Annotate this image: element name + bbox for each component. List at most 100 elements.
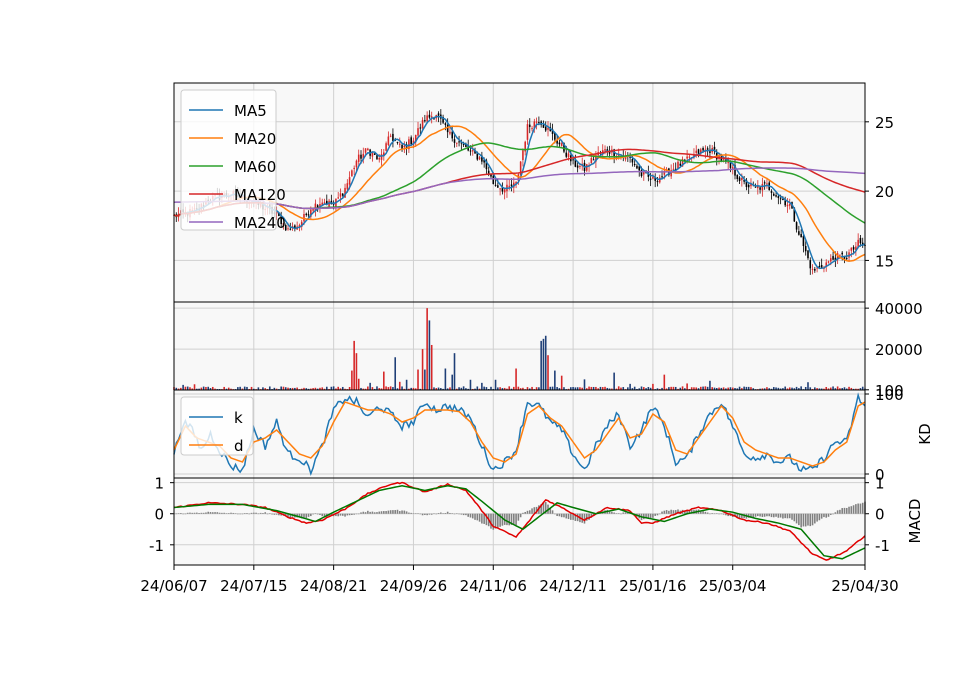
candle-body [811,268,814,270]
volume-bar [268,386,271,390]
candle-body [460,142,463,144]
candle-body [481,155,483,162]
macd-hist-bar [211,512,214,514]
macd-hist-bar [788,513,791,519]
macd-hist-bar [836,510,839,514]
candle-body [376,155,378,160]
macd-hist-bar [410,512,412,514]
candle-body [672,168,675,170]
candle-body [551,129,554,134]
candle-body [800,234,802,238]
macd-hist-bar [713,513,716,515]
macd-panel-frame [173,477,866,566]
volume-bar [257,387,260,390]
volume-bar [182,384,184,390]
macd-hist-bar [198,512,200,514]
y-tick-label-left: 1 [154,475,164,493]
volume-bar [829,387,832,390]
macd-hist-bar [841,508,843,514]
volume-bar [581,387,584,390]
volume-bar [209,388,212,390]
macd-hist-bar [661,511,663,514]
volume-bar [713,387,716,390]
volume-bar [704,386,707,390]
macd-hist-bar [335,513,337,517]
candle-body [859,237,862,244]
candle-body [576,165,579,168]
macd-hist-bar [793,513,796,522]
volume-bar [547,355,549,390]
volume-bar [745,386,748,390]
macd-hist-bar [348,513,351,516]
volume-bar [205,386,207,390]
macd-hist-bar [492,513,495,530]
volume-bar [861,386,864,390]
macd-hist-bar [608,511,611,514]
price-panel: 15 20 25 MA5 MA20 MA60 MA120 MA240 [173,82,894,303]
macd-hist-bar [323,513,326,517]
candle-body [556,140,558,144]
volume-bar [823,388,825,390]
macd-hist-bar [193,512,196,514]
candle-body [804,246,807,252]
macd-hist-bar [337,513,339,517]
candle-body [649,178,652,180]
candle-body [818,265,821,267]
volume-bar [378,388,381,390]
macd-hist-bar [519,513,522,518]
candle-body [421,119,424,129]
macd-hist-bar [223,512,225,514]
candle-body [713,146,716,152]
volume-bar [310,388,312,390]
candle-body [321,202,324,206]
macd-hist-bar [401,510,403,514]
volume-bar [791,387,793,390]
volume-bar [649,387,652,390]
volume-bar [720,387,723,390]
volume-bar [410,387,412,390]
macd-hist-bar [677,509,679,514]
candle-body [642,171,645,175]
volume-bar [807,382,809,390]
macd-hist-bar [816,513,818,522]
macd-hist-bar [861,502,864,514]
y-tick-label: 1 [875,475,885,493]
candle-body [741,178,743,180]
candle-body [745,180,748,187]
macd-hist-bar [565,513,568,519]
macd-hist-bar [430,513,433,515]
volume-bar [560,375,563,390]
volume-bar [855,388,857,390]
macd-hist-bar [453,513,456,515]
volume-bar [608,388,611,390]
volume-bar [845,388,848,390]
macd-hist-bar [859,503,862,514]
candle-body [346,183,349,190]
candle-body [371,152,374,157]
macd-hist-bar [310,513,312,517]
volume-bar [403,388,406,390]
macd-hist-bar [658,513,661,515]
macd-hist-bar [437,512,440,514]
candle-body [398,143,401,145]
volume-bar [843,387,846,390]
macd-hist-bar [243,513,246,514]
macd-hist-bar [230,512,232,514]
volume-bar [731,387,734,390]
candle-body [832,256,834,260]
macd-hist-bar [820,513,823,519]
macd-hist-bar [426,513,428,516]
volume-bar [519,388,522,390]
volume-bar [200,387,203,390]
macd-hist-bar [305,513,308,519]
candle-body [843,255,846,259]
volume-bar [658,388,661,390]
volume-bar [175,387,178,390]
candle-body [417,128,419,136]
macd-hist-bar [747,513,750,518]
macd-hist-bar [205,512,207,514]
candle-body [825,262,828,268]
ma-line-ma240 [173,167,866,210]
volume-bar [670,386,672,390]
candle-body [779,198,782,200]
